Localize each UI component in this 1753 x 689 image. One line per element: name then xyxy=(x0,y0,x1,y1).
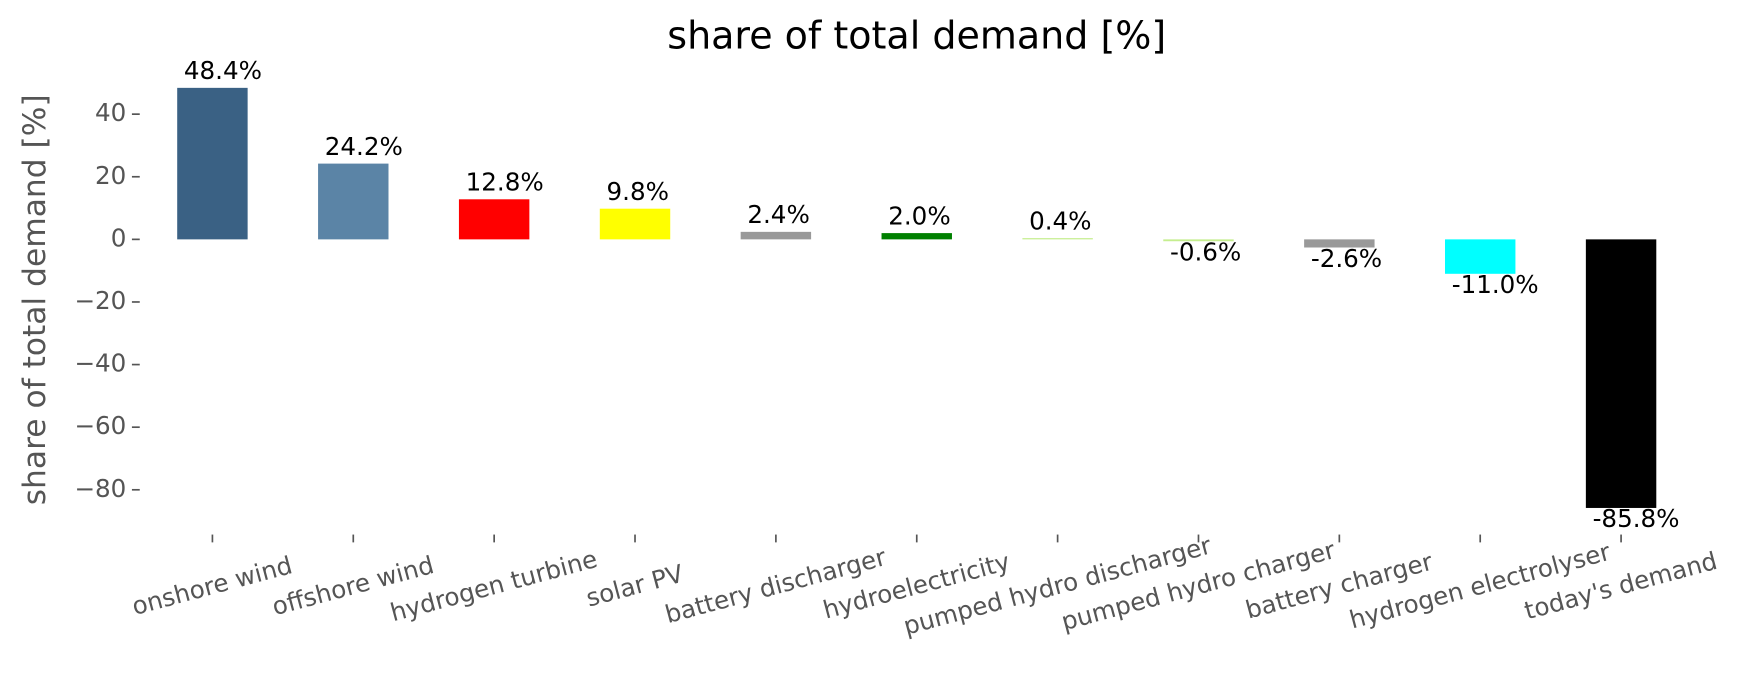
y-tick-label: −40 xyxy=(74,349,126,378)
bar xyxy=(1022,238,1093,240)
bar xyxy=(599,208,671,240)
bar xyxy=(1163,239,1234,242)
y-tick-label: 0 xyxy=(111,223,127,252)
bar xyxy=(458,199,530,240)
bar xyxy=(1444,239,1516,274)
value-label: -11.0% xyxy=(1452,270,1539,299)
x-tick-label: onshore wind xyxy=(129,550,296,621)
value-label: -85.8% xyxy=(1593,504,1680,533)
value-label: 2.4% xyxy=(747,200,809,229)
bar xyxy=(1585,239,1657,508)
bar xyxy=(1304,239,1375,248)
y-tick-label: −20 xyxy=(74,286,126,315)
value-label: 2.0% xyxy=(888,201,950,230)
value-label: 9.8% xyxy=(607,177,669,206)
bar xyxy=(318,163,389,240)
y-tick-label: 20 xyxy=(95,161,126,190)
value-label: 48.4% xyxy=(184,56,262,85)
bar xyxy=(881,233,952,240)
y-axis-label: share of total demand [%] xyxy=(17,94,53,505)
y-tick-label: −80 xyxy=(74,474,126,503)
bar xyxy=(177,87,248,240)
value-label: 12.8% xyxy=(466,168,544,197)
y-tick-label: 40 xyxy=(95,98,126,127)
value-label: 0.4% xyxy=(1029,206,1091,235)
bar xyxy=(740,231,812,240)
value-label: -0.6% xyxy=(1170,238,1241,267)
value-label: 24.2% xyxy=(325,132,403,161)
y-tick-label: −60 xyxy=(74,411,126,440)
value-label: -2.6% xyxy=(1311,244,1382,273)
chart-title: share of total demand [%] xyxy=(667,14,1166,58)
